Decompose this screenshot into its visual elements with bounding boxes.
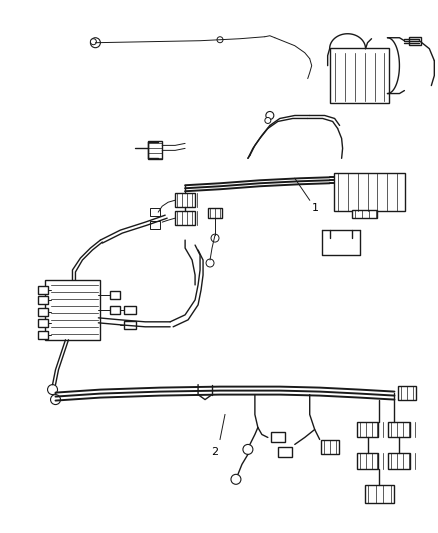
Bar bbox=[38, 331, 47, 339]
Bar bbox=[124, 321, 136, 329]
Bar bbox=[270, 432, 284, 442]
Bar bbox=[277, 447, 291, 457]
Circle shape bbox=[205, 259, 214, 267]
Circle shape bbox=[50, 394, 60, 405]
Bar bbox=[110, 291, 120, 299]
Bar bbox=[208, 208, 222, 218]
Circle shape bbox=[216, 37, 223, 43]
Bar bbox=[356, 454, 378, 470]
Bar bbox=[38, 308, 47, 316]
Bar bbox=[351, 210, 376, 218]
Bar bbox=[388, 422, 410, 438]
Bar bbox=[150, 208, 160, 216]
Circle shape bbox=[211, 234, 219, 242]
Circle shape bbox=[47, 385, 57, 394]
Bar bbox=[409, 37, 420, 45]
Bar bbox=[388, 454, 410, 470]
Bar bbox=[148, 141, 162, 159]
Bar bbox=[364, 486, 394, 503]
Bar bbox=[175, 211, 194, 225]
Bar bbox=[124, 306, 136, 314]
Circle shape bbox=[90, 39, 96, 45]
Circle shape bbox=[264, 117, 270, 124]
Bar bbox=[356, 422, 378, 438]
Text: 2: 2 bbox=[211, 447, 218, 457]
Circle shape bbox=[242, 445, 252, 455]
Bar bbox=[110, 306, 120, 314]
Bar bbox=[45, 280, 100, 340]
Text: 1: 1 bbox=[311, 203, 318, 213]
Bar bbox=[175, 193, 194, 207]
Circle shape bbox=[90, 38, 100, 47]
Bar bbox=[329, 48, 389, 103]
Bar bbox=[398, 385, 415, 400]
Bar bbox=[38, 286, 47, 294]
Circle shape bbox=[265, 111, 273, 119]
Bar bbox=[38, 296, 47, 304]
Bar bbox=[38, 319, 47, 327]
Bar bbox=[320, 440, 338, 455]
Circle shape bbox=[230, 474, 240, 484]
Bar bbox=[333, 173, 404, 211]
Bar bbox=[150, 221, 160, 229]
